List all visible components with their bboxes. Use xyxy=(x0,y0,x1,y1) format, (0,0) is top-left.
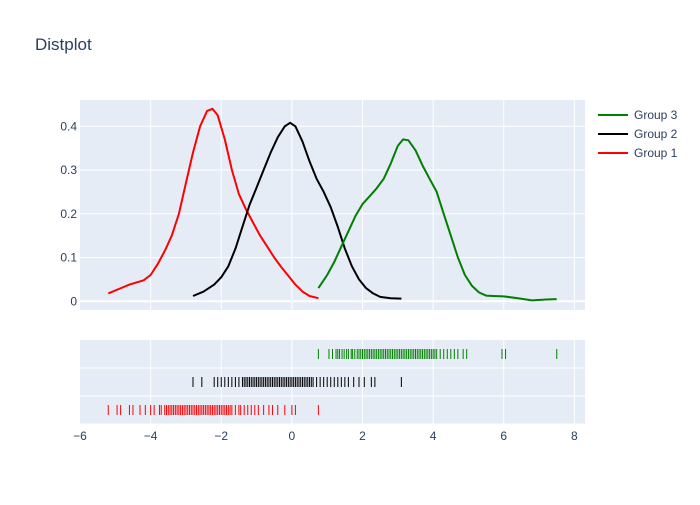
x-tick-label: 6 xyxy=(500,429,507,443)
legend-item-group-3[interactable]: Group 3 xyxy=(598,108,678,122)
x-tick-label: 0 xyxy=(289,429,296,443)
tick-labels: −6 −4 −2 0 2 4 6 8 0 0.1 0.2 0.3 0.4 xyxy=(60,119,578,443)
chart-title: Distplot xyxy=(35,35,92,54)
legend-label: Group 1 xyxy=(634,146,678,160)
y-tick-label: 0.1 xyxy=(60,251,77,265)
x-tick-label: 8 xyxy=(571,429,578,443)
legend-item-group-2[interactable]: Group 2 xyxy=(598,127,678,141)
legend-label: Group 2 xyxy=(634,127,678,141)
legend-item-group-1[interactable]: Group 1 xyxy=(598,146,678,160)
y-tick-label: 0.4 xyxy=(60,119,77,133)
rug-group-2 xyxy=(192,377,402,387)
legend-label: Group 3 xyxy=(634,108,678,122)
x-tick-label: −2 xyxy=(214,429,228,443)
rug-marks xyxy=(107,349,558,415)
density-line-group-3 xyxy=(317,138,557,302)
y-tick-label: 0.3 xyxy=(60,163,77,177)
density-plot-area xyxy=(80,100,585,310)
rug-group-1 xyxy=(107,405,319,415)
x-tick-label: 2 xyxy=(359,429,366,443)
density-curves xyxy=(107,107,557,302)
density-line-group-1 xyxy=(107,107,319,300)
x-tick-label: 4 xyxy=(430,429,437,443)
rug-group-3 xyxy=(317,349,558,359)
density-line-group-2 xyxy=(192,121,402,300)
x-tick-label: −4 xyxy=(144,429,158,443)
y-tick-label: 0.2 xyxy=(60,207,77,221)
x-tick-label: −6 xyxy=(73,429,87,443)
y-tick-label: 0 xyxy=(70,294,77,308)
legend[interactable]: Group 3 Group 2 Group 1 xyxy=(598,108,678,160)
